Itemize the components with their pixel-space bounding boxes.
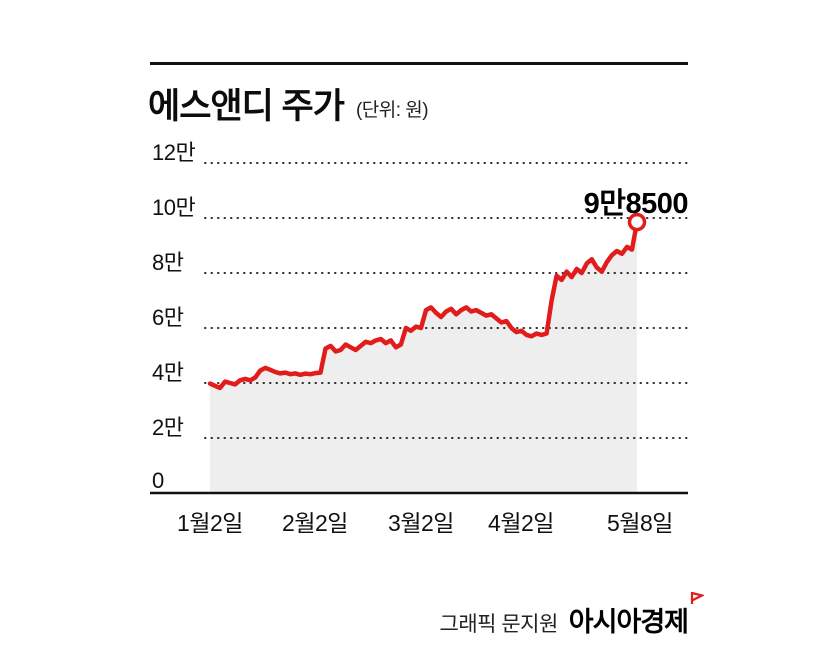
y-tick-40000: 4만 <box>152 360 184 385</box>
y-tick-80000: 8만 <box>152 250 184 275</box>
gridlines <box>204 162 689 439</box>
x-tick-feb2: 2월2일 <box>282 510 348 536</box>
last-price-annotation: 9만8500 <box>583 188 689 220</box>
y-tick-20000: 2만 <box>152 415 184 440</box>
chart-unit-label: (단위: 원) <box>355 100 429 121</box>
y-tick-0: 0 <box>152 468 164 493</box>
x-tick-apr2: 4월2일 <box>488 510 554 536</box>
y-tick-100000: 10만 <box>152 195 196 220</box>
x-tick-jan2: 1월2일 <box>177 510 243 536</box>
top-divider-rule <box>150 62 688 65</box>
footer-credits: 그래픽 문지원 아시아경제 <box>439 591 704 639</box>
chart-header: 에스앤디 주가 (단위: 원) <box>148 78 429 129</box>
price-line <box>207 219 640 391</box>
x-tick-may8: 5월8일 <box>607 510 673 536</box>
graphic-credit: 그래픽 문지원 <box>439 613 559 636</box>
x-tick-mar2: 3월2일 <box>388 510 454 536</box>
price-area-fill <box>210 222 637 493</box>
y-tick-60000: 6만 <box>152 305 184 330</box>
brand-logo: 아시아경제 <box>568 591 704 639</box>
y-tick-120000: 12만 <box>152 140 196 165</box>
brand-flag-icon <box>690 591 704 604</box>
brand-name: 아시아경제 <box>568 607 689 637</box>
chart-title: 에스앤디 주가 <box>148 87 345 126</box>
last-point-marker <box>627 212 647 232</box>
